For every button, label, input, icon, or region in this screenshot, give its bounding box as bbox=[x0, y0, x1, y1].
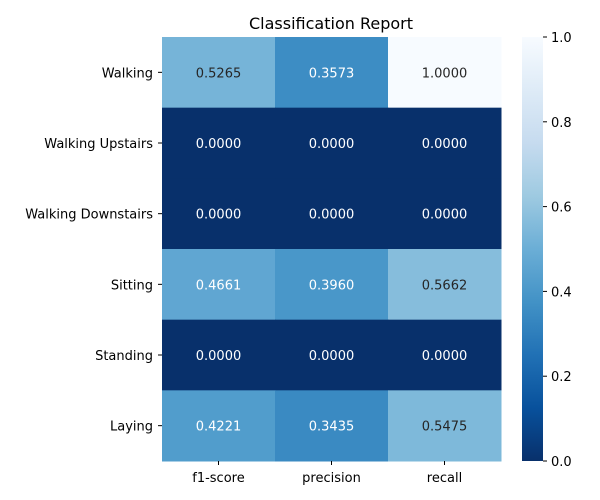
heatmap-cell bbox=[162, 319, 276, 391]
heatmap-cell bbox=[275, 319, 389, 391]
colorbar-tick-label: 0.8 bbox=[551, 116, 572, 131]
colorbar-tick-label: 0.4 bbox=[551, 285, 572, 300]
y-tick-label: Standing bbox=[95, 349, 153, 364]
y-tick-label: Sitting bbox=[111, 278, 153, 293]
heatmap-cell-label: 0.0000 bbox=[422, 137, 468, 152]
y-tick-label: Laying bbox=[110, 420, 153, 435]
x-tick-label: recall bbox=[427, 471, 462, 486]
colorbar: 0.0 0.2 0.4 0.6 0.8 1.0 bbox=[522, 31, 572, 470]
heatmap-cell bbox=[388, 107, 502, 179]
heatmap-cell-label: 0.5662 bbox=[422, 278, 468, 293]
heatmap-cell bbox=[275, 178, 389, 250]
x-tick-label: f1-score bbox=[192, 471, 244, 486]
y-tick-label: Walking Downstairs bbox=[25, 208, 153, 223]
heatmap-cell-label: 0.0000 bbox=[309, 349, 355, 364]
heatmap-cell bbox=[162, 178, 276, 250]
colorbar-tick-label: 0.0 bbox=[551, 455, 572, 470]
chart-title: Classification Report bbox=[249, 14, 413, 33]
heatmap-cell-label: 0.4661 bbox=[196, 278, 242, 293]
heatmap-cell bbox=[275, 249, 389, 321]
heatmap-cell-label: 0.3960 bbox=[309, 278, 355, 293]
x-tick-label: precision bbox=[302, 471, 361, 486]
colorbar-tick-label: 0.2 bbox=[551, 370, 572, 385]
y-axis: Walking Walking Upstairs Walking Downstair… bbox=[25, 66, 162, 435]
heatmap-cell bbox=[388, 37, 502, 109]
heatmap-cell-label: 0.0000 bbox=[309, 208, 355, 223]
heatmap-cell bbox=[388, 319, 502, 391]
heatmap-cell-label: 0.0000 bbox=[196, 208, 242, 223]
heatmap-cell bbox=[275, 390, 389, 462]
heatmap-cell-label: 0.5265 bbox=[196, 66, 242, 81]
heatmap-cell-label: 0.0000 bbox=[196, 349, 242, 364]
heatmap-cell-label: 0.3573 bbox=[309, 66, 355, 81]
heatmap-cell-labels: 0.5265 0.3573 1.0000 0.0000 0.0000 0.0000 0.00… bbox=[196, 66, 468, 434]
heatmap-cell bbox=[275, 107, 389, 179]
heatmap-cell bbox=[162, 107, 276, 179]
heatmap-cell bbox=[388, 178, 502, 250]
heatmap-cells bbox=[162, 37, 502, 462]
heatmap-cell bbox=[162, 249, 276, 321]
heatmap-cell bbox=[388, 249, 502, 321]
heatmap-cell bbox=[388, 390, 502, 462]
colorbar-tick-label: 1.0 bbox=[551, 31, 572, 46]
y-tick-label: Walking bbox=[102, 66, 153, 81]
heatmap-cell-label: 0.0000 bbox=[422, 208, 468, 223]
colorbar-gradient bbox=[522, 37, 543, 461]
heatmap-cell-label: 0.5475 bbox=[422, 420, 468, 435]
heatmap-cell-label: 1.0000 bbox=[422, 66, 468, 81]
heatmap-cell bbox=[162, 390, 276, 462]
heatmap-cell-label: 0.0000 bbox=[196, 137, 242, 152]
x-axis: f1-score precision recall bbox=[192, 461, 462, 486]
heatmap-cell-label: 0.0000 bbox=[309, 137, 355, 152]
heatmap-cell-label: 0.4221 bbox=[196, 420, 242, 435]
heatmap-cell-label: 0.0000 bbox=[422, 349, 468, 364]
heatmap-cell bbox=[275, 37, 389, 109]
heatmap-cell bbox=[162, 37, 276, 109]
y-tick-label: Walking Upstairs bbox=[44, 137, 153, 152]
heatmap-cell-label: 0.3435 bbox=[309, 420, 355, 435]
colorbar-tick-label: 0.6 bbox=[551, 201, 572, 216]
